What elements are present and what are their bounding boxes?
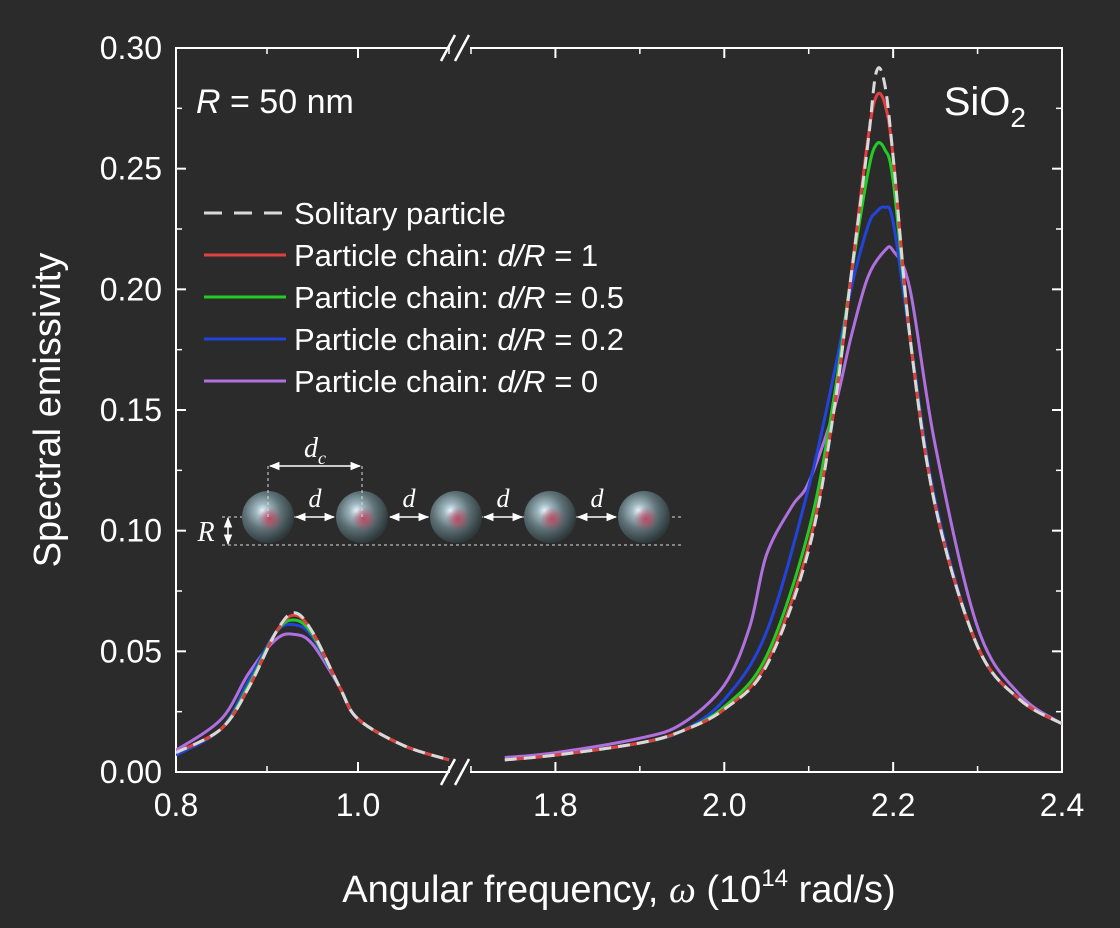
y-tick-label: 0.15 [100, 392, 162, 428]
break-slash [439, 34, 457, 62]
radius-value: = 50 nm [221, 83, 354, 121]
x-tick-label: 1.8 [533, 787, 577, 823]
material-annotation: SiO2 [944, 80, 1026, 133]
radius-annotation: R = 50 nm [196, 83, 354, 121]
legend-entry-3: Particle chain: d/R = 0.2 [294, 322, 624, 357]
break-slash [453, 34, 471, 62]
series-line-4 [504, 245, 1062, 759]
legend-text-part: = 0.5 [546, 280, 624, 315]
material-base: SiO [944, 80, 1011, 124]
legend: Solitary particle Particle chain: d/R = 1… [204, 196, 624, 399]
legend-text-part: = 0.2 [546, 322, 624, 357]
gap-label-0: d [309, 484, 323, 513]
dc-label: dc [304, 433, 326, 468]
x-tick-label: 2.4 [1040, 787, 1084, 823]
gap-label-2: d [497, 484, 511, 513]
series-line-4 [176, 632, 450, 762]
series-line-2 [176, 618, 450, 762]
particle-chain-inset: dcd d d dR [196, 433, 682, 548]
material-sub: 2 [1010, 102, 1026, 133]
legend-text-part: Particle chain: [294, 322, 497, 357]
legend-text-part: Particle chain: [294, 364, 497, 399]
y-tick-label: 0.20 [100, 271, 162, 307]
series-line-1 [504, 91, 1062, 762]
y-axis-label: Spectral emissivity [27, 253, 69, 568]
x-axis-label-suffix: rad/s) [788, 869, 896, 911]
x-axis-label-symbol: ω [669, 869, 696, 911]
x-tick-label: 2.2 [871, 787, 915, 823]
break-slash [439, 758, 457, 786]
x-axis-label-paren: (10 [696, 869, 761, 911]
dc-label-sub: c [318, 448, 326, 468]
x-tick-label: 0.8 [154, 787, 198, 823]
legend-text-part: d/R [497, 322, 545, 357]
series-line-2 [504, 141, 1062, 762]
sphere-core-2 [446, 507, 470, 531]
legend-text-part: Particle chain: [294, 238, 497, 273]
gap-label-1: d [403, 484, 417, 513]
y-axis-ticks: 0.00 0.05 0.10 0.15 0.20 0.25 0.30 [100, 30, 1062, 790]
sphere-core-1 [352, 507, 376, 531]
legend-entry-1: Particle chain: d/R = 1 [294, 238, 598, 273]
series-line-0 [176, 611, 450, 762]
dc-label-main: d [304, 433, 319, 464]
legend-text-part: d/R [497, 364, 545, 399]
x-axis-label-prefix: Angular frequency, [342, 869, 669, 911]
sphere-core-0 [258, 507, 282, 531]
series-line-0 [504, 66, 1062, 762]
legend-text-part: d/R [497, 280, 545, 315]
x-axis-label-exponent: 14 [761, 865, 788, 892]
radius-var: R [196, 83, 221, 121]
x-axis-ticks: 0.8 1.0 1.8 2.0 2.2 2.4 [154, 48, 1084, 823]
legend-text-part: Solitary particle [294, 196, 506, 231]
y-tick-label: 0.05 [100, 633, 162, 669]
sphere-core-3 [540, 507, 564, 531]
x-tick-label: 1.0 [336, 787, 380, 823]
y-tick-label: 0.00 [100, 754, 162, 790]
legend-entry-0: Solitary particle [294, 196, 506, 231]
legend-text-part: = 1 [546, 238, 599, 273]
y-tick-label: 0.10 [100, 513, 162, 549]
x-axis-label: Angular frequency, ω (1014 rad/s) [342, 865, 895, 911]
sphere-core-4 [634, 507, 658, 531]
gap-label-3: d [591, 484, 605, 513]
break-slash [453, 758, 471, 786]
series-lines [176, 66, 1062, 762]
axis-break-marks [439, 34, 471, 786]
legend-entry-2: Particle chain: d/R = 0.5 [294, 280, 624, 315]
legend-text-part: Particle chain: [294, 280, 497, 315]
x-tick-label: 2.0 [702, 787, 746, 823]
y-tick-label: 0.25 [100, 151, 162, 187]
legend-text-part: d/R [497, 238, 545, 273]
y-tick-label: 0.30 [100, 30, 162, 66]
legend-entry-4: Particle chain: d/R = 0 [294, 364, 598, 399]
legend-text-part: = 0 [546, 364, 599, 399]
radius-label: R [196, 517, 214, 548]
